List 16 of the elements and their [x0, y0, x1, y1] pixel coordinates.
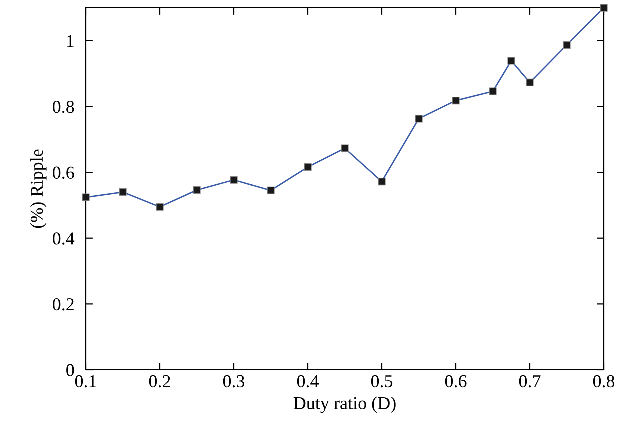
y-axis-title: (%) Ripple: [30, 150, 47, 228]
x-tick-label: 0.5: [371, 375, 393, 388]
y-tick-label: 0: [66, 364, 74, 376]
x-tick-label: 0.4: [297, 375, 320, 388]
x-tick-label: 0.1: [75, 375, 96, 388]
y-tick-label: 0.4: [53, 232, 75, 245]
x-axis-title: Duty ratio (D): [294, 396, 396, 414]
x-tick-label: 0.3: [223, 375, 245, 388]
y-tick-label: 0.6: [53, 166, 74, 180]
x-tick-label: 0.8: [593, 375, 615, 388]
y-tick-label: 1: [67, 35, 74, 48]
y-tick-label: 0.2: [53, 298, 74, 311]
x-tick-label: 0.6: [445, 375, 467, 388]
x-tick-label: 0.2: [149, 375, 170, 388]
y-tick-label: 0.8: [53, 100, 74, 114]
x-tick-label: 0.7: [519, 375, 541, 388]
